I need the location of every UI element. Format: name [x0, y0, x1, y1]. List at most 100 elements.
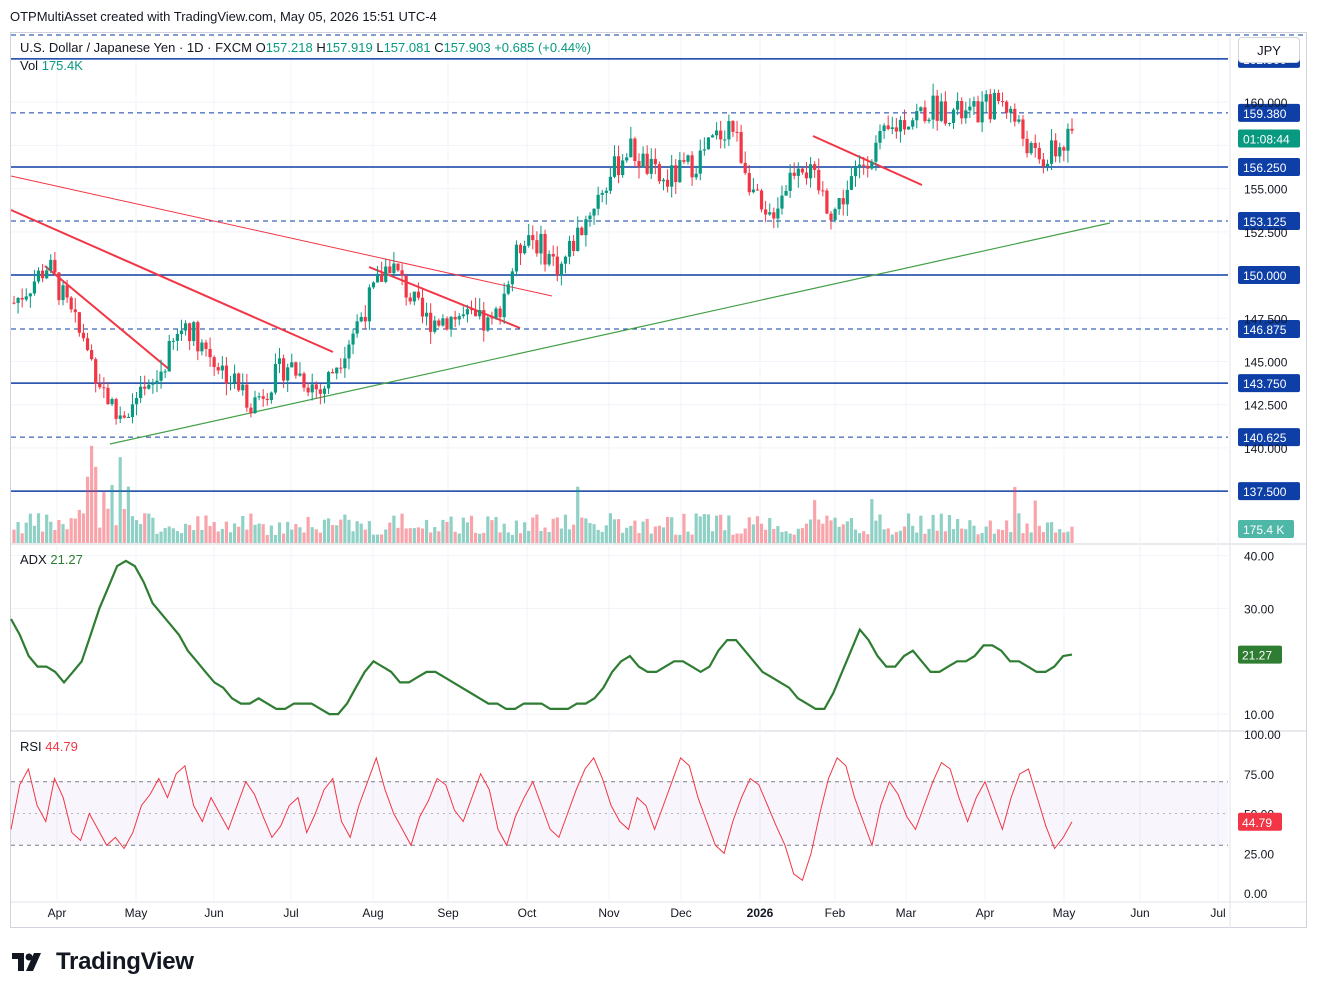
candle-body [212, 357, 216, 368]
candle-body [159, 371, 163, 381]
chart-frame[interactable] [10, 32, 1307, 928]
time-axis-label: Feb [825, 906, 846, 920]
volume-bar [163, 528, 167, 543]
rsi-label: RSI [20, 739, 42, 754]
volume-bar [449, 516, 453, 543]
candle-body [645, 153, 649, 174]
candle-body [706, 137, 711, 150]
volume-bar [424, 519, 429, 543]
volume-bar [919, 515, 923, 543]
candle-body [457, 316, 461, 320]
candle-body [298, 373, 302, 376]
candle-body [747, 173, 751, 193]
candle-body [392, 263, 396, 274]
candle-body [437, 320, 441, 326]
candle-body [375, 273, 380, 283]
volume-bar [232, 523, 237, 543]
volume-bar [559, 528, 563, 543]
candle-body [1013, 108, 1017, 122]
trendline [10, 175, 553, 297]
candle-body [171, 340, 175, 342]
trendline [10, 209, 334, 353]
volume-bar [878, 514, 882, 543]
price-axis-tick: 145.000 [1244, 355, 1288, 369]
time-axis-label: Apr [976, 906, 995, 920]
candle-body [306, 387, 310, 393]
volume-bar [898, 530, 903, 543]
rsi-axis-tick: 75.00 [1244, 768, 1274, 782]
candle-body [355, 321, 359, 334]
symbol-label[interactable]: U.S. Dollar / Japanese Yen · 1D · FXCM [20, 40, 252, 55]
volume-bar [792, 534, 796, 543]
candle-body [200, 342, 204, 352]
volume-bar [641, 521, 645, 543]
candle-body [151, 383, 155, 385]
candle-body [277, 358, 282, 364]
volume-bar [20, 533, 24, 543]
volume-bar [1066, 531, 1070, 543]
tradingview-logo[interactable]: TradingView [12, 948, 194, 976]
volume-bar [502, 523, 506, 543]
price-level-tag [1238, 266, 1300, 285]
price-axis-tick: 160.000 [1244, 96, 1288, 110]
candle-body [294, 362, 298, 376]
candle-body [845, 189, 849, 205]
adx-value: 21.27 [50, 552, 83, 567]
time-axis-label: Sep [437, 906, 459, 920]
volume-bar [130, 516, 135, 543]
volume-bar [523, 522, 527, 543]
volume-bar [94, 466, 98, 543]
candle-body [1070, 128, 1074, 131]
time-axis-label: Aug [362, 906, 383, 920]
volume-tag [1238, 520, 1294, 538]
candle-body [408, 297, 412, 302]
candle-body [939, 101, 943, 121]
candle-body [16, 297, 20, 303]
candle-body [960, 100, 964, 119]
price-level-tag [1238, 212, 1300, 231]
candle-body [122, 415, 126, 418]
volume-bar [494, 517, 498, 543]
currency-button[interactable]: JPY [1238, 37, 1300, 63]
candle-body [808, 164, 813, 179]
volume-bar [567, 529, 572, 543]
volume-bar [1058, 529, 1062, 543]
time-axis-label: Dec [670, 906, 691, 920]
volume-bar [12, 529, 16, 543]
volume-bar [943, 531, 947, 543]
volume-bar [813, 500, 817, 543]
candle-body [600, 192, 604, 195]
candle-body [498, 308, 502, 318]
volume-bar [73, 518, 77, 543]
volume-bar [294, 524, 298, 543]
volume-bar [1000, 530, 1005, 543]
candle-body [923, 107, 927, 122]
volume-bar [453, 531, 457, 543]
price-axis-tick: 152.500 [1244, 226, 1288, 240]
price-level-label: 159.380 [1243, 107, 1287, 121]
candle-body [24, 296, 28, 300]
candle-body [465, 309, 470, 315]
volume-bar [1033, 500, 1037, 543]
candle-body [322, 388, 327, 394]
candle-body [216, 367, 220, 371]
candle-body [179, 330, 184, 335]
candle-body [629, 138, 633, 158]
time-axis-label: Jun [204, 906, 223, 920]
candle-body [424, 312, 429, 317]
price-axis-tick: 142.500 [1244, 399, 1288, 413]
volume-bar [960, 528, 964, 543]
candle-body [449, 316, 453, 330]
volume-bar [310, 527, 314, 543]
candle-body [502, 293, 506, 318]
candle-body [637, 161, 641, 168]
volume-bar [1025, 523, 1029, 543]
change-value: +0.685 (+0.44%) [494, 40, 592, 55]
price-level-tag [1238, 103, 1300, 122]
time-axis-label: Jul [1210, 906, 1225, 920]
volume-bar [343, 514, 347, 543]
volume-bar [751, 524, 755, 543]
volume-bar [706, 514, 711, 543]
volume-bar [759, 523, 764, 543]
